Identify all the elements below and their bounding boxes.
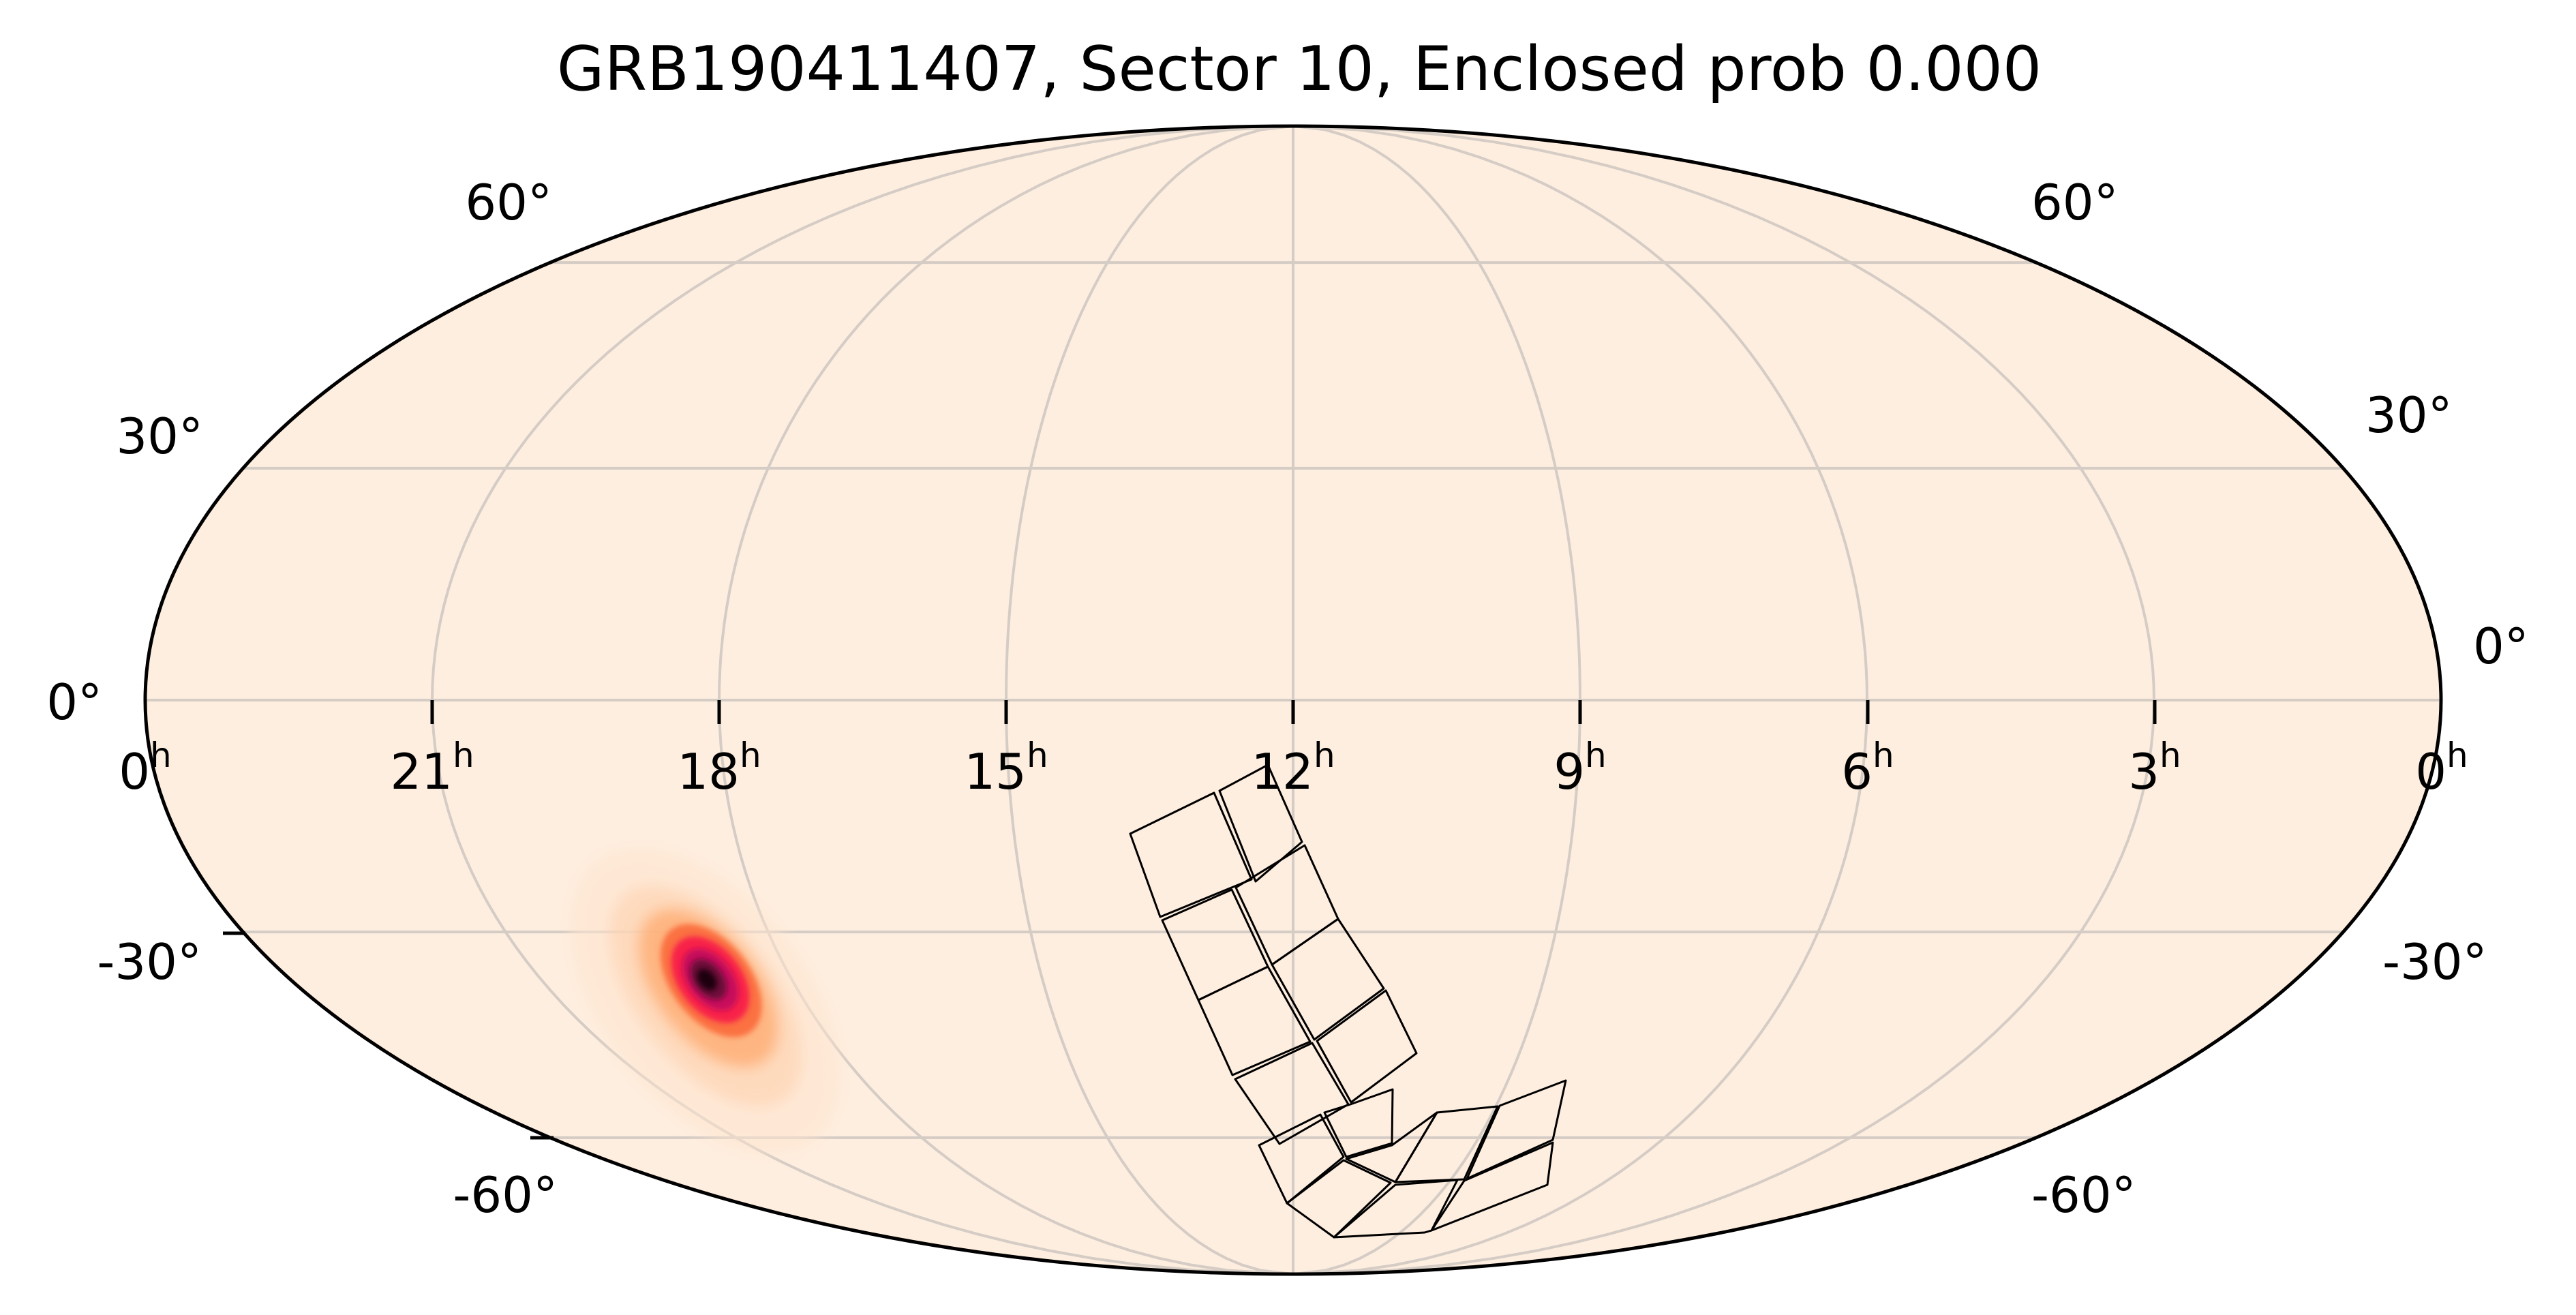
ccd-footprint (1316, 989, 1418, 1104)
dec-tick-label: -30° (97, 933, 202, 991)
ra-tick-label: 0h (2415, 736, 2468, 800)
tess-sector-footprint (1129, 764, 1567, 1239)
ccd-footprint (1466, 1079, 1567, 1180)
dec-tick-label: 60° (465, 174, 552, 231)
dec-tick-label: 0° (46, 674, 102, 731)
ccd-footprint (1258, 1113, 1345, 1205)
ccd-footprint (1286, 1159, 1392, 1239)
ra-tick-label: 15h (964, 736, 1048, 800)
ccd-footprint (1271, 918, 1385, 1041)
ccd-footprint (1430, 1141, 1554, 1232)
dec-tick-label: 30° (2365, 387, 2453, 444)
dec-tick-labels-left: 60° 30° 0° -30° -60° (46, 174, 558, 1224)
dec-tick-label: 30° (116, 408, 203, 465)
ccd-footprint (1129, 791, 1253, 918)
ra-tick-label: 6h (1841, 736, 1894, 800)
ra-tick-label: 9h (1554, 736, 1607, 800)
ccd-footprint (1394, 1105, 1499, 1183)
axis-ticks (223, 700, 2157, 1140)
ccd-footprint (1323, 1088, 1394, 1158)
ra-tick-labels: 0h 21h 18h 15h 12h 9h 6h 3h 0h (119, 736, 2468, 800)
dec-tick-labels-right: 60° 30° 0° -30° -60° (2031, 174, 2529, 1224)
ra-tick-label: 21h (390, 736, 474, 800)
grb-probability-blob (569, 847, 841, 1154)
ccd-footprint (1197, 965, 1312, 1076)
probability-contour (697, 969, 717, 991)
chart-title: GRB190411407, Sector 10, Enclosed prob 0… (557, 33, 2042, 105)
dec-tick-label: 0° (2473, 618, 2529, 675)
ra-tick-label: 18h (677, 736, 761, 800)
dec-tick-label: 60° (2031, 174, 2119, 231)
dec-tick-label: -60° (2031, 1166, 2136, 1224)
ra-tick-label: 3h (2128, 736, 2181, 800)
ra-tick-label: 0h (119, 736, 172, 800)
mollweide-outline (143, 124, 2443, 1276)
ccd-footprint (1218, 764, 1303, 883)
ra-tick-label: 12h (1251, 736, 1335, 800)
dec-tick-label: -30° (2382, 933, 2487, 991)
dec-tick-label: -60° (453, 1166, 558, 1224)
